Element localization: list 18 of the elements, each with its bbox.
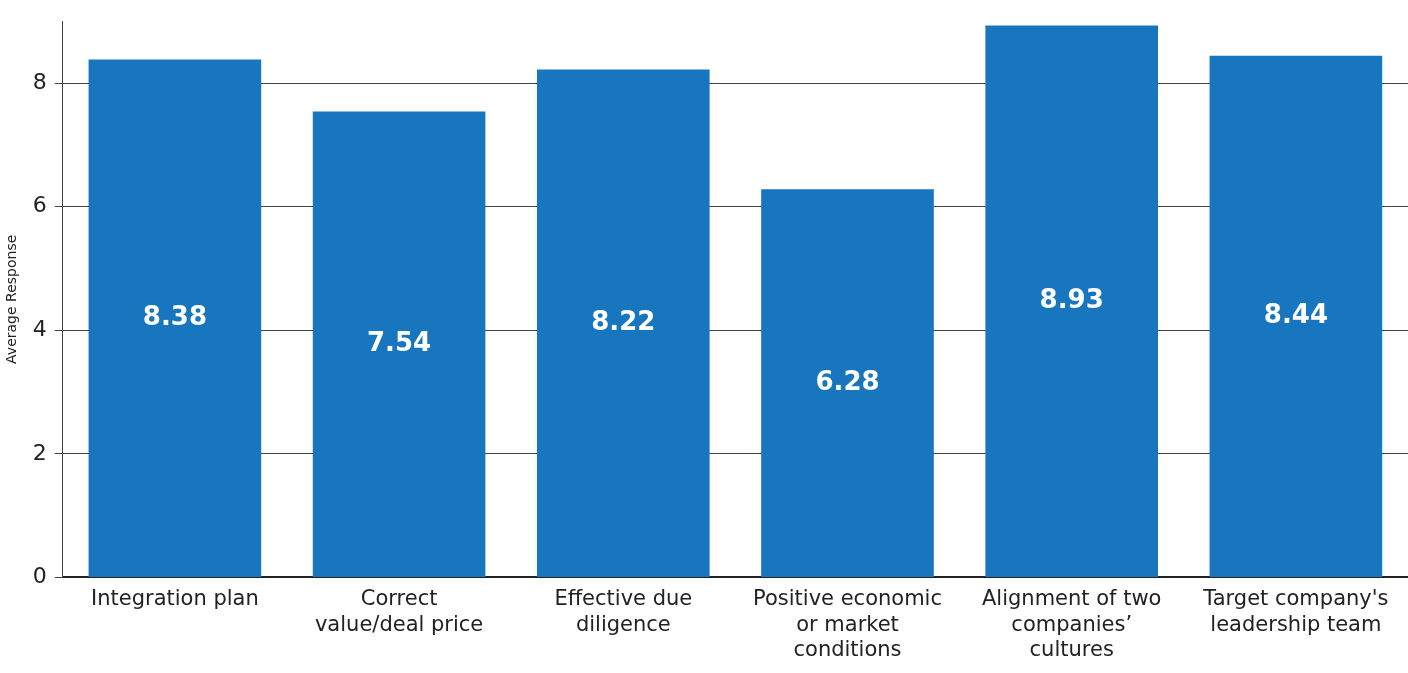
y-axis-title: Average Response [3,234,20,364]
data-label: 8.93 [1039,283,1104,314]
data-label: 7.54 [367,326,432,357]
x-tick-label: Target company's leadership team [1202,586,1389,636]
y-tick-label: 6 [32,192,47,218]
y-tick-label: 8 [32,68,47,94]
x-tick-label: Integration plan [91,586,259,611]
y-tick-label: 2 [32,439,47,465]
data-label: 8.38 [142,300,207,331]
x-tick-label: Correct value/deal price [314,586,484,636]
data-label: 6.28 [815,365,880,396]
data-label: 8.44 [1263,299,1328,330]
x-tick-label: Positive economic or market conditions [753,586,942,661]
x-tick-label: Alignment of two companies’ cultures [981,586,1162,661]
data-label: 8.22 [591,305,656,336]
y-tick-label: 0 [32,563,47,589]
x-tick-label: Effective due diligence [554,586,693,636]
y-tick-label: 4 [32,315,47,341]
